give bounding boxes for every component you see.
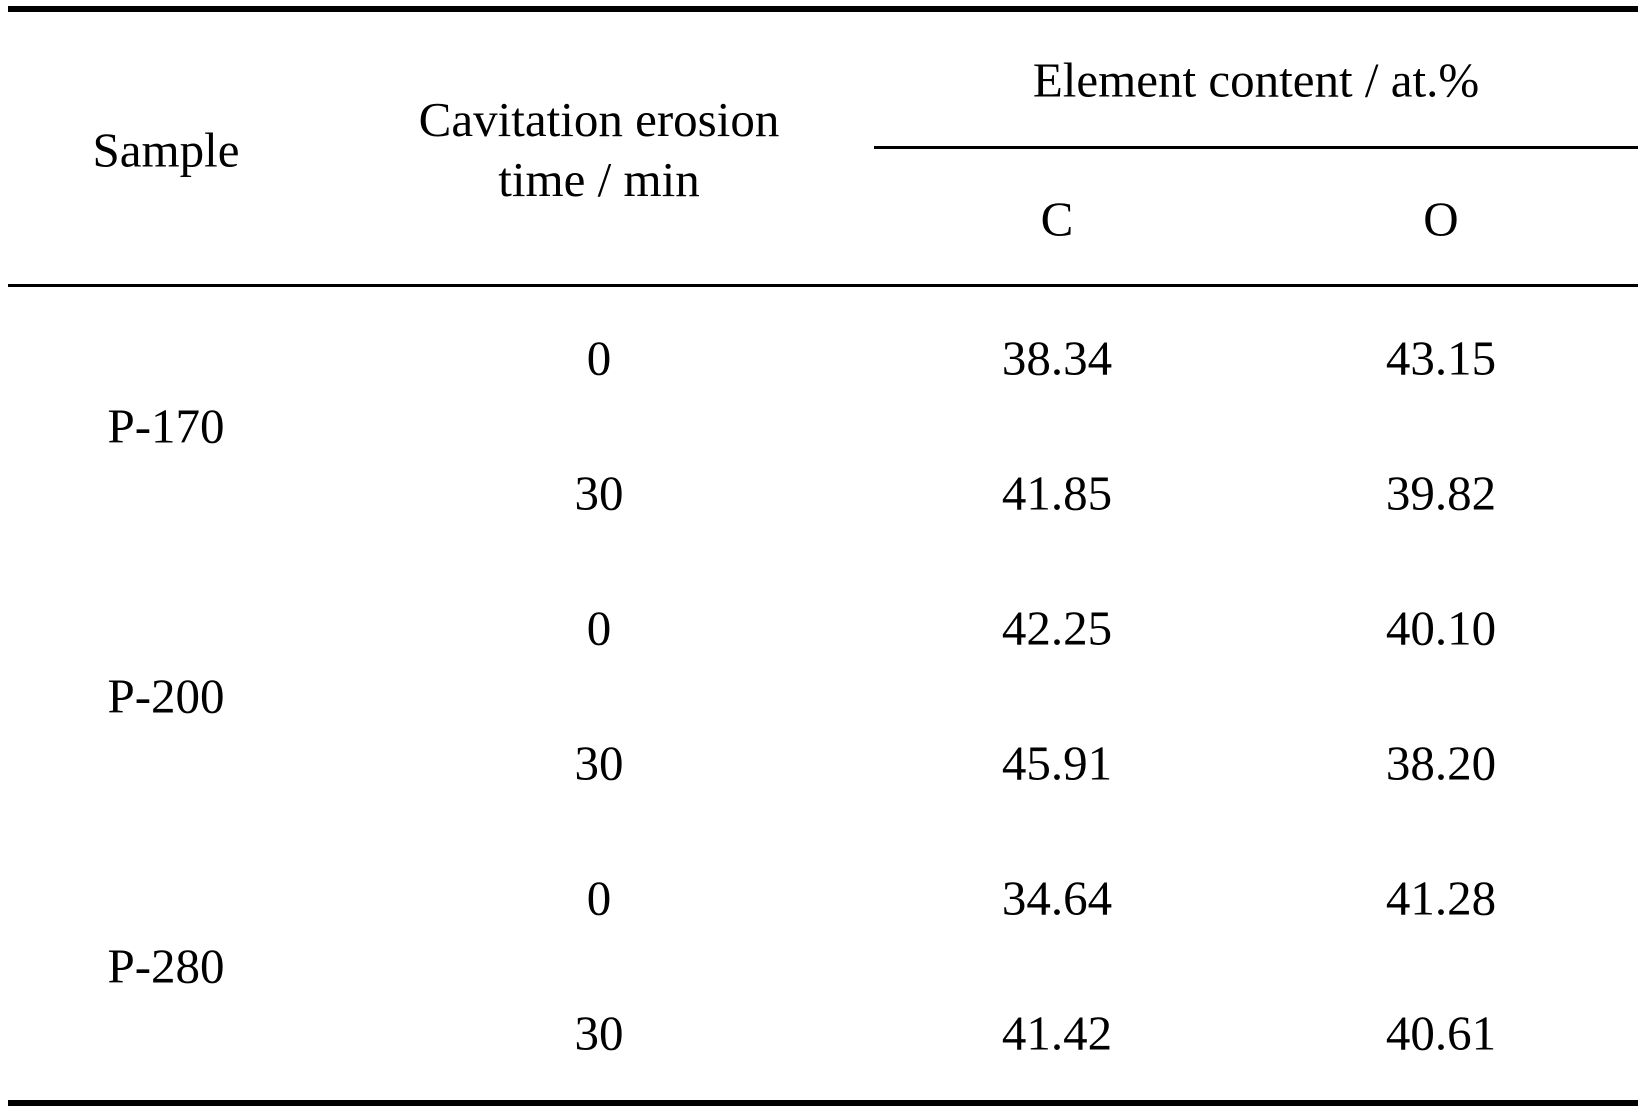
o-cell: 43.15 [1385,330,1497,386]
sample-label: P-200 [107,668,225,724]
time-cell: 30 [574,465,624,521]
header-col-o: O [1423,191,1459,247]
c-cell: 42.25 [1001,600,1113,656]
o-cell: 40.61 [1385,1005,1497,1061]
header-time-line1: Cavitation erosion [418,92,780,147]
time-cell: 30 [574,1005,624,1061]
o-cell: 39.82 [1385,465,1497,521]
o-cell: 38.20 [1385,735,1497,791]
header-col-c: C [1040,191,1074,247]
c-cell: 41.42 [1001,1005,1113,1061]
header-time-line2: time / min [498,152,700,207]
group-header-rule [874,146,1638,149]
header-bottom-rule [8,284,1638,287]
time-cell: 0 [586,870,612,926]
o-cell: 41.28 [1385,870,1497,926]
c-cell: 38.34 [1001,330,1113,386]
sample-label: P-170 [107,398,225,454]
table-bottom-rule [8,1100,1638,1106]
table-top-rule [8,6,1638,12]
header-element-content: Element content / at.% [1032,52,1480,108]
c-cell: 34.64 [1001,870,1113,926]
time-cell: 0 [586,330,612,386]
sample-label: P-280 [107,938,225,994]
o-cell: 40.10 [1385,600,1497,656]
c-cell: 45.91 [1001,735,1113,791]
header-sample: Sample [92,122,240,178]
time-cell: 0 [586,600,612,656]
header-time: Cavitation erosion time / min [419,90,780,210]
time-cell: 30 [574,735,624,791]
c-cell: 41.85 [1001,465,1113,521]
